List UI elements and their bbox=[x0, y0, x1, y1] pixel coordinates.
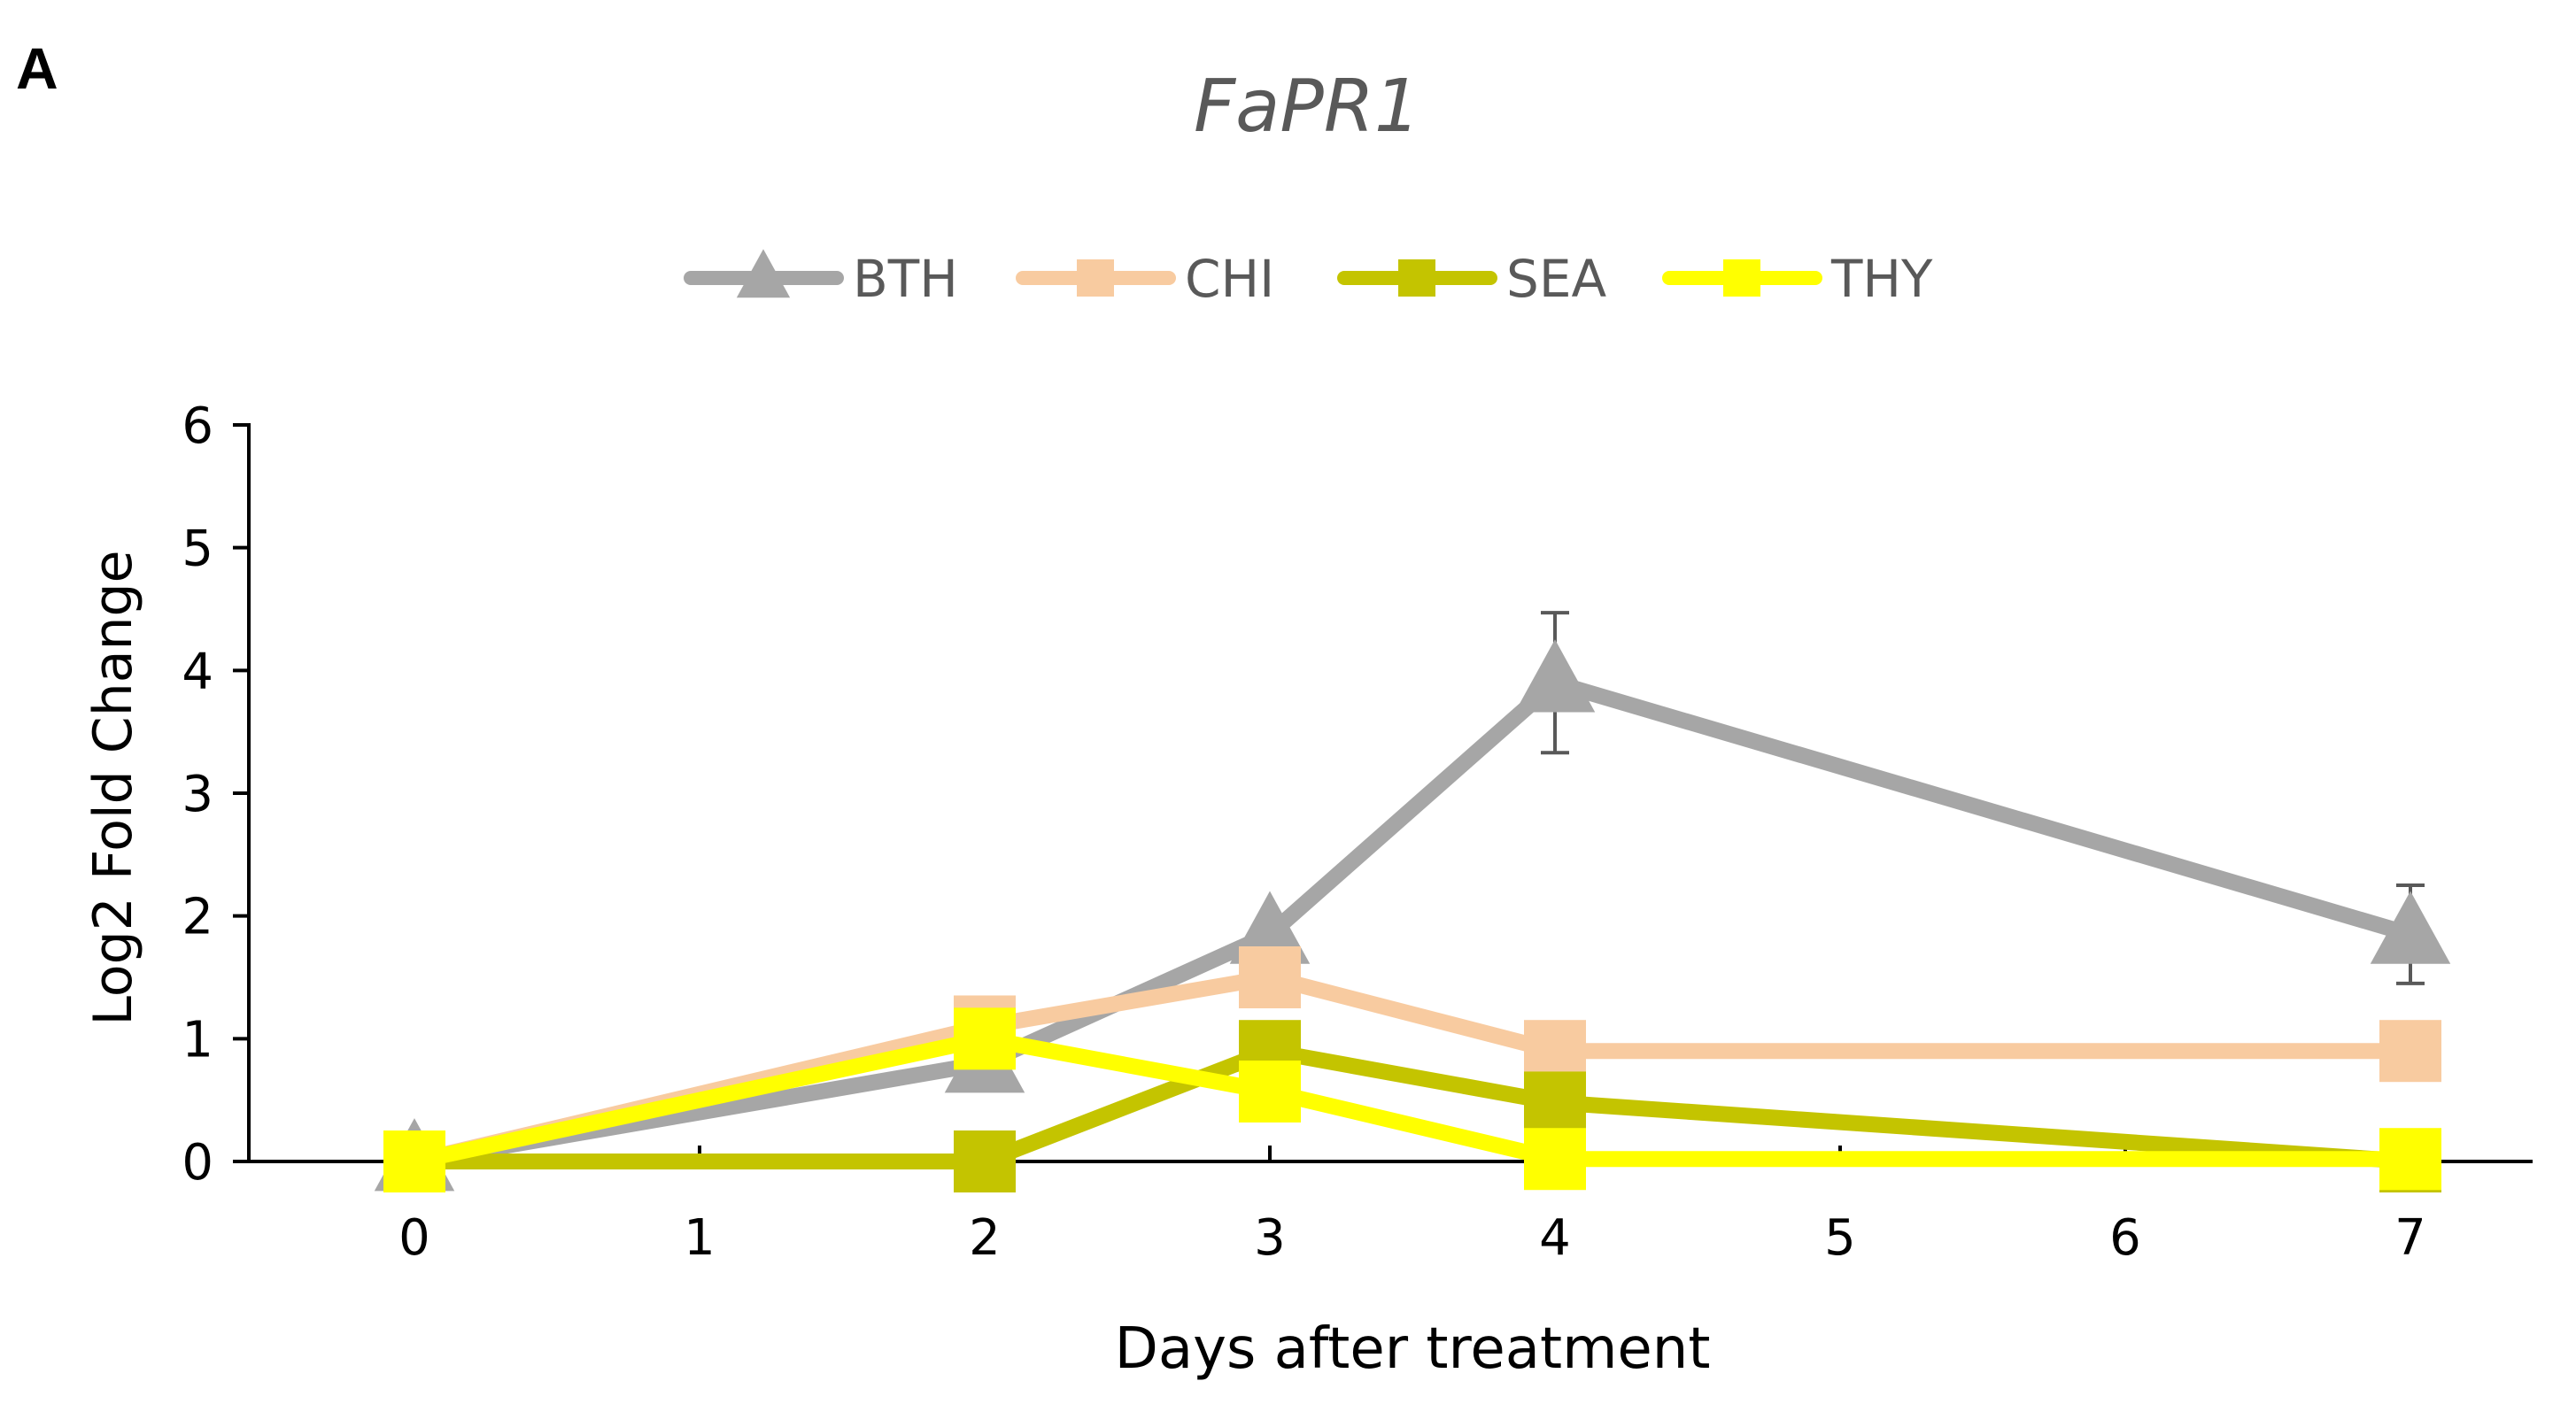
data-point-chi bbox=[2379, 1020, 2441, 1083]
data-point-thy bbox=[383, 1130, 445, 1192]
data-point-bth bbox=[2370, 891, 2451, 964]
x-tick-label: 4 bbox=[1539, 1209, 1571, 1267]
legend-item-thy: THY bbox=[1662, 249, 1933, 309]
data-point-sea bbox=[954, 1130, 1016, 1192]
y-tick-label: 3 bbox=[182, 766, 213, 823]
legend-item-sea: SEA bbox=[1337, 249, 1606, 309]
x-tick-label: 5 bbox=[1824, 1209, 1856, 1267]
series-thy bbox=[383, 1007, 2441, 1192]
data-point-thy bbox=[1239, 1060, 1301, 1123]
y-tick-label: 6 bbox=[182, 397, 213, 455]
data-point-bth bbox=[1229, 891, 1311, 964]
chart-title: FaPR1 bbox=[1194, 65, 1420, 149]
series-layer bbox=[374, 611, 2451, 1192]
y-tick-label: 4 bbox=[182, 643, 213, 700]
legend-marker-chi bbox=[1077, 259, 1114, 297]
y-tick-label: 2 bbox=[182, 889, 213, 946]
x-tick-label: 2 bbox=[969, 1209, 1001, 1267]
x-tick-label: 7 bbox=[2394, 1209, 2426, 1267]
legend-label-bth: BTH bbox=[853, 249, 958, 309]
data-point-thy bbox=[954, 1007, 1016, 1070]
y-tick-label: 1 bbox=[182, 1011, 213, 1069]
data-point-bth bbox=[1514, 639, 1596, 713]
data-point-sea bbox=[1524, 1071, 1586, 1134]
legend-label-chi: CHI bbox=[1185, 249, 1274, 309]
x-tick-label: 3 bbox=[1254, 1209, 1286, 1267]
legend-item-bth: BTH bbox=[684, 249, 958, 309]
legend-label-sea: SEA bbox=[1506, 249, 1606, 309]
x-tick-label: 6 bbox=[2109, 1209, 2141, 1267]
x-tick-label: 0 bbox=[398, 1209, 430, 1267]
y-tick-label: 0 bbox=[182, 1134, 213, 1192]
y-tick-label: 5 bbox=[182, 521, 213, 578]
y-axis-label: Log2 Fold Change bbox=[82, 550, 144, 1025]
legend-marker-thy bbox=[1723, 259, 1760, 297]
legend: BTH CHI SEA THY bbox=[684, 249, 1933, 309]
data-point-chi bbox=[1239, 946, 1301, 1008]
legend-label-thy: THY bbox=[1830, 249, 1933, 309]
legend-marker-bth bbox=[736, 249, 791, 298]
x-tick-label: 1 bbox=[684, 1209, 716, 1267]
data-point-thy bbox=[1524, 1128, 1586, 1191]
panel-label: A bbox=[16, 35, 58, 101]
legend-marker-sea bbox=[1398, 259, 1435, 297]
x-axis-label: Days after treatment bbox=[1115, 1316, 1711, 1382]
legend-item-chi: CHI bbox=[1016, 249, 1274, 309]
data-point-thy bbox=[2379, 1128, 2441, 1191]
